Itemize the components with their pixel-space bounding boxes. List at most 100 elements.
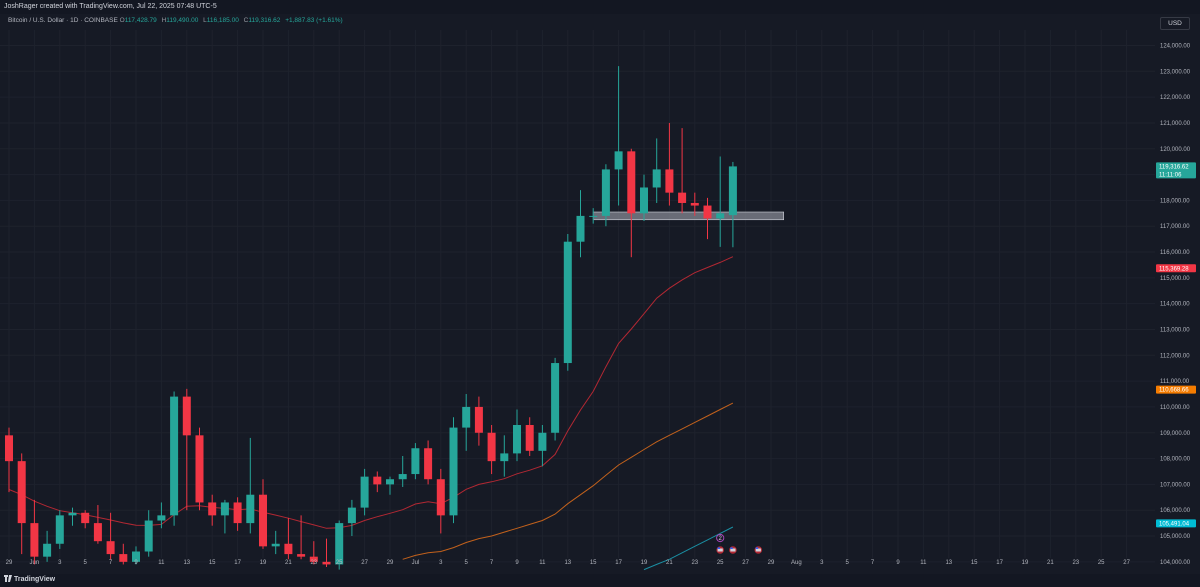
candle-down	[208, 494, 217, 526]
alert-marker: 2	[716, 533, 725, 543]
candle-body	[703, 205, 712, 219]
candle-body	[373, 476, 382, 485]
candle-up	[220, 499, 229, 534]
candle-body	[5, 435, 13, 462]
candle-up	[157, 502, 166, 529]
x-tick-label: 27	[742, 560, 749, 566]
price-tag-bg	[1156, 162, 1196, 179]
candle-down	[690, 192, 699, 216]
x-tick-label: 7	[490, 560, 494, 566]
price-change: +1,887.83 (+1.61%)	[285, 17, 343, 24]
x-tick-label: 25	[717, 560, 724, 566]
x-tick-label: Jul	[412, 560, 420, 566]
candle-up	[728, 161, 737, 248]
flag-icon-stripe	[717, 548, 723, 552]
candle-body	[652, 169, 661, 188]
candle-body	[665, 169, 674, 193]
x-tick-label: 7	[109, 560, 113, 566]
price-tag: 110,668.66	[1156, 385, 1196, 394]
x-tick-label: 17	[234, 560, 241, 566]
y-tick-label: 110,000.00	[1160, 405, 1190, 411]
candle-body	[474, 406, 483, 433]
candle-body	[93, 523, 102, 542]
candle-body	[322, 561, 331, 565]
event-flag-icon	[715, 545, 725, 555]
y-tick-label: 124,000.00	[1160, 43, 1191, 49]
x-tick-label: 7	[871, 560, 875, 566]
candle-down	[322, 538, 331, 567]
x-tick-label: 15	[971, 560, 978, 566]
x-tick-label: 15	[590, 560, 597, 566]
price-tag-label: 110,668.66	[1159, 388, 1189, 394]
candle-body	[81, 512, 90, 524]
candle-body	[170, 396, 179, 516]
y-tick-label: 118,000.00	[1160, 198, 1190, 204]
x-tick-label: 9	[134, 560, 138, 566]
x-tick-label: 5	[465, 560, 469, 566]
flag-icon-canton	[755, 547, 759, 549]
candle-up	[271, 530, 280, 555]
ohlc-high: H119,490.00	[161, 17, 199, 24]
flag-icon-stripe	[755, 548, 761, 552]
footer-bar	[0, 574, 1200, 587]
candle-down	[195, 427, 204, 511]
candle-body	[106, 541, 115, 555]
candle-body	[68, 512, 77, 516]
x-tick-label: 21	[1047, 560, 1054, 566]
candle-down	[119, 543, 128, 565]
candle-down	[81, 510, 90, 529]
x-tick-label: 11	[158, 560, 165, 566]
brand-label: TradingView	[14, 576, 56, 583]
creator-bar	[0, 0, 1200, 14]
candle-down	[627, 148, 636, 258]
x-tick-label: 9	[515, 560, 519, 566]
symbol-title[interactable]: Bitcoin / U.S. Dollar · 1D · COINBASE	[8, 17, 118, 24]
price-tag-countdown: 11:11:06	[1159, 172, 1182, 178]
candle-body	[678, 192, 687, 203]
currency-button[interactable]: USD	[1160, 17, 1190, 30]
y-tick-label: 122,000.00	[1160, 95, 1191, 101]
candle-body	[17, 461, 26, 524]
event-flag-icon	[728, 545, 738, 555]
candle-down	[436, 468, 445, 534]
y-tick-label: 109,000.00	[1160, 431, 1191, 437]
x-tick-label: 19	[260, 560, 267, 566]
y-tick-label: 108,000.00	[1160, 457, 1191, 463]
candle-body	[576, 215, 585, 242]
y-tick-label: 115,000.00	[1160, 276, 1190, 282]
candle-body	[132, 551, 140, 562]
candle-up	[462, 394, 471, 451]
tradingview-logo[interactable]: TradingView	[4, 575, 55, 583]
ohlc-close: C119,316.62	[243, 17, 281, 24]
candle-body	[513, 425, 521, 454]
candle-body	[640, 187, 648, 214]
ema-orange-line	[402, 402, 734, 560]
price-tags: 119,316.62 11:11:06 115,369.28 110,668.66 10…	[1156, 162, 1196, 528]
price-tag-bg	[1156, 385, 1196, 394]
candle-body	[500, 453, 509, 462]
candle-down	[30, 499, 39, 565]
price-tag-bg	[1156, 264, 1196, 273]
price-tag-label: 119,316.62	[1159, 164, 1189, 170]
candle-up	[335, 520, 344, 570]
candle-up	[43, 530, 52, 562]
candle-up	[652, 138, 661, 203]
x-tick-label: 19	[1022, 560, 1029, 566]
candle-body	[551, 363, 560, 433]
x-tick-label: 25	[1098, 560, 1105, 566]
x-tick-label: 29	[768, 560, 775, 566]
flag-icon-canton	[730, 547, 733, 549]
x-tick-label: 5	[84, 560, 88, 566]
x-tick-label: 21	[666, 560, 673, 566]
candle-body	[144, 520, 153, 552]
creator-text: JoshRager created with TradingView.com, …	[4, 3, 217, 10]
candle-body	[157, 515, 166, 521]
candle-body	[271, 543, 280, 547]
candle-body	[182, 396, 191, 436]
x-tick-label: 11	[539, 560, 546, 566]
x-tick-label: 21	[285, 560, 292, 566]
x-tick-label: 23	[310, 560, 317, 566]
x-tick-label: 29	[6, 560, 13, 566]
candle-up	[601, 164, 610, 227]
